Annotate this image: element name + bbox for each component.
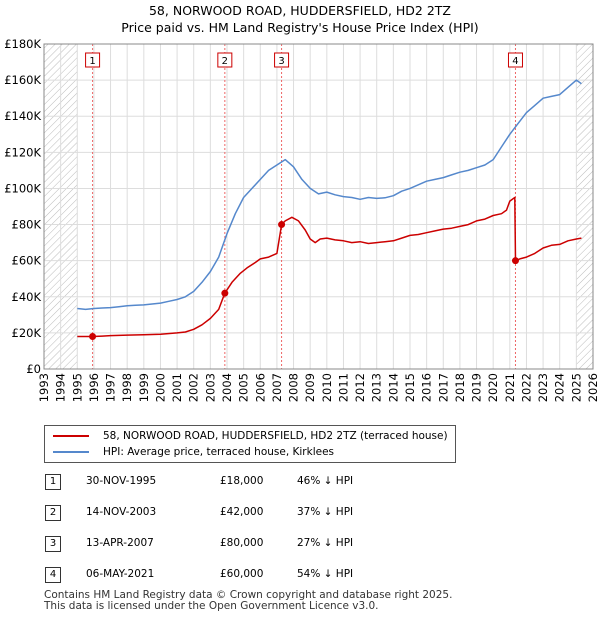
sale-point [221, 289, 229, 297]
footer-copyright: Contains HM Land Registry data © Crown c… [44, 589, 453, 601]
x-tick-label: 2017 [436, 373, 450, 402]
sale-marker-label: 4 [512, 56, 518, 67]
transaction-number: 3 [45, 536, 61, 552]
series-line-hpi [77, 79, 582, 311]
legend-item-hpi: HPI: Average price, terraced house, Kirk… [53, 444, 334, 460]
x-tick-label: 2010 [320, 373, 334, 402]
series-line-price [77, 196, 582, 338]
transaction-number: 2 [45, 505, 61, 521]
x-tick-label: 1993 [37, 373, 51, 402]
sale-point [511, 257, 519, 265]
legend-swatch-price [53, 435, 89, 437]
transaction-price: £18,000 [220, 475, 264, 487]
x-tick-label: 2022 [519, 373, 533, 402]
transaction-date: 13-APR-2007 [86, 537, 154, 549]
sale-marker-label: 3 [278, 56, 284, 67]
transaction-hpi-diff: 46% ↓ HPI [297, 475, 354, 487]
sale-marker-box [507, 52, 523, 68]
x-tick-label: 2020 [486, 373, 500, 402]
x-tick-label: 2013 [370, 373, 384, 402]
x-tick-label: 2005 [237, 373, 251, 402]
x-tick-label: 1998 [120, 373, 134, 402]
transaction-number: 1 [45, 474, 61, 490]
y-tick-label: £0 [26, 362, 41, 376]
x-tick-label: 2015 [403, 373, 417, 402]
transaction-number: 4 [45, 567, 61, 583]
x-tick-label: 1999 [137, 373, 151, 402]
x-tick-label: 2001 [170, 373, 184, 402]
hatched-region-after [576, 44, 593, 369]
legend-item-price: 58, NORWOOD ROAD, HUDDERSFIELD, HD2 2TZ … [53, 428, 448, 444]
x-tick-label: 2024 [553, 373, 567, 402]
y-tick-label: £20K [12, 326, 42, 340]
chart-canvas: £0 £20K £40K £60K £80K £100K £120K £140K £160K £1… [4, 37, 600, 402]
sale-marker-box [217, 52, 233, 68]
transaction-hpi-diff: 54% ↓ HPI [297, 568, 354, 580]
sale-marker-box [85, 52, 101, 68]
x-tick-label: 1997 [104, 373, 118, 402]
x-tick-label: 2009 [303, 373, 317, 402]
sale-marker-label: 1 [89, 56, 95, 67]
table-row: 1 30-NOV-1995 £18,000 46% ↓ HPI [44, 474, 444, 492]
x-tick-label: 2023 [536, 373, 550, 402]
footer: Contains HM Land Registry data © Crown c… [44, 590, 452, 612]
x-tick-label: 2000 [153, 373, 167, 402]
x-tick-label: 2026 [586, 373, 600, 402]
chart-title: 58, NORWOOD ROAD, HUDDERSFIELD, HD2 2TZ … [0, 2, 600, 36]
x-tick-label: 2006 [253, 373, 267, 402]
x-tick-label: 1995 [70, 373, 84, 402]
legend-label-price: 58, NORWOOD ROAD, HUDDERSFIELD, HD2 2TZ … [103, 430, 448, 442]
x-tick-label: 2019 [470, 373, 484, 402]
x-tick-label: 1994 [54, 373, 68, 402]
y-tick-label: £80K [12, 218, 42, 232]
legend-swatch-hpi [53, 451, 89, 453]
y-tick-label: £120K [4, 145, 41, 159]
x-tick-label: 2018 [453, 373, 467, 402]
y-tick-label: £100K [4, 181, 41, 195]
x-tick-label: 2025 [569, 373, 583, 402]
table-row: 3 13-APR-2007 £80,000 27% ↓ HPI [44, 536, 444, 554]
x-tick-label: 2004 [220, 373, 234, 402]
sale-marker-label: 2 [222, 56, 228, 67]
transaction-hpi-diff: 37% ↓ HPI [297, 506, 354, 518]
footer-licence: This data is licensed under the Open Gov… [44, 600, 379, 612]
x-tick-label: 1996 [87, 373, 101, 402]
transaction-date: 30-NOV-1995 [86, 475, 157, 487]
transaction-hpi-diff: 27% ↓ HPI [297, 537, 354, 549]
transaction-date: 14-NOV-2003 [86, 506, 157, 518]
legend-label-hpi: HPI: Average price, terraced house, Kirk… [103, 446, 335, 458]
chart-subtitle: Price paid vs. HM Land Registry's House … [121, 20, 479, 35]
y-tick-label: £140K [4, 109, 41, 123]
y-tick-label: £180K [4, 37, 41, 51]
table-row: 4 06-MAY-2021 £60,000 54% ↓ HPI [44, 567, 444, 585]
transaction-price: £42,000 [220, 506, 264, 518]
table-row: 2 14-NOV-2003 £42,000 37% ↓ HPI [44, 505, 444, 523]
sale-point [278, 221, 286, 229]
sale-marker-box [274, 52, 290, 68]
chart-title-line1: 58, NORWOOD ROAD, HUDDERSFIELD, HD2 2TZ [148, 3, 451, 18]
x-tick-label: 2003 [203, 373, 217, 402]
transaction-date: 06-MAY-2021 [86, 568, 155, 580]
x-tick-label: 2016 [420, 373, 434, 402]
sale-point [89, 333, 97, 340]
transaction-price: £80,000 [220, 537, 264, 549]
transaction-price: £60,000 [220, 568, 264, 580]
legend: 58, NORWOOD ROAD, HUDDERSFIELD, HD2 2TZ … [44, 425, 456, 463]
x-tick-label: 2008 [287, 373, 301, 402]
x-tick-label: 2012 [353, 373, 367, 402]
x-tick-label: 2014 [386, 373, 400, 402]
x-tick-label: 2021 [503, 373, 517, 402]
y-tick-label: £60K [12, 254, 42, 268]
x-tick-label: 2002 [187, 373, 201, 402]
y-tick-label: £40K [12, 290, 42, 304]
plot-area [43, 43, 594, 370]
x-tick-label: 2007 [270, 373, 284, 402]
x-tick-label: 2011 [336, 373, 350, 402]
y-tick-label: £160K [4, 73, 41, 87]
